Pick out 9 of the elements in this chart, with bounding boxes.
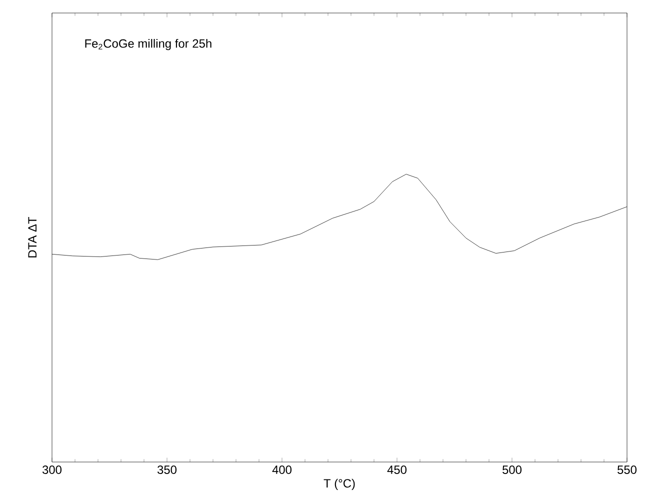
x-tick-label: 500 <box>502 466 522 474</box>
x-axis-title: T (°C) <box>324 478 355 490</box>
x-tick-label: 400 <box>272 466 292 474</box>
y-axis-title: DTA ΔT <box>28 216 36 258</box>
x-tick-label: 350 <box>157 466 177 474</box>
text: Fe$_{2}$CoGe milling for 25h <box>85 38 212 50</box>
x-tick-label: 550 <box>618 466 637 474</box>
x-tick-label: 450 <box>387 466 407 474</box>
x-tick-label: 300 <box>42 466 62 474</box>
